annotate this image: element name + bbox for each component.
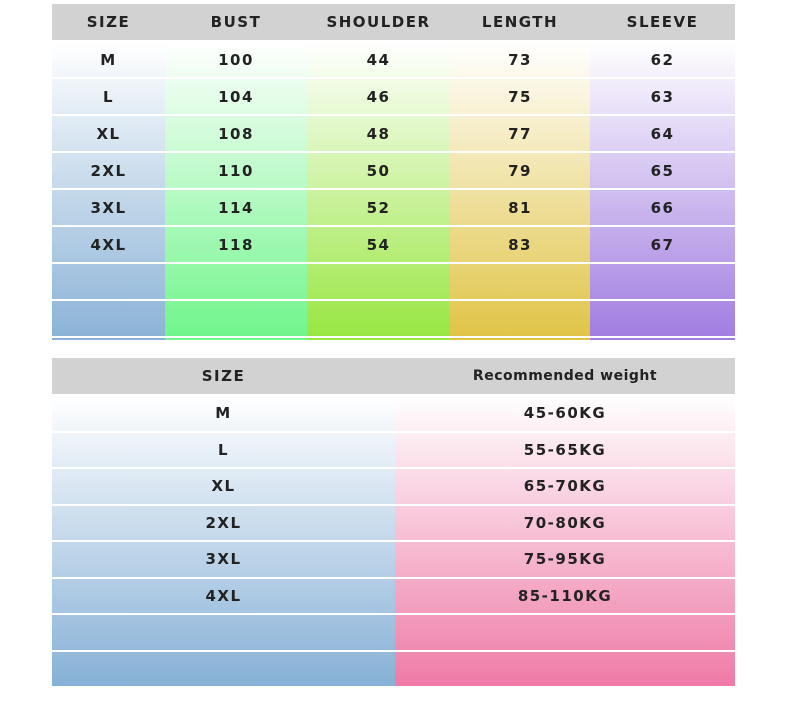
header-cell: Recommended weight	[472, 368, 658, 384]
table-cell: 66	[650, 198, 675, 217]
table-cell: 45-60KG	[523, 404, 607, 423]
table-cell: 104	[218, 87, 254, 106]
table-cell: 110	[218, 161, 254, 180]
weight-table: SIZE Recommended weight M 45-60KG L 55-65KG XL…	[52, 358, 735, 688]
table-cell: L	[217, 440, 230, 459]
table-cell: 75-95KG	[523, 550, 607, 569]
table-cell: 4XL	[205, 586, 242, 605]
header-cell: SHOULDER	[326, 13, 431, 31]
table-cell: 54	[366, 235, 391, 254]
column-background	[395, 396, 735, 688]
table-cell: 81	[508, 198, 532, 217]
table-cell: 2XL	[205, 513, 242, 532]
column-background	[52, 42, 165, 340]
table-cell: 50	[366, 161, 391, 180]
table-cell: 83	[508, 235, 532, 254]
column-background	[165, 42, 307, 340]
table-row: 2XL 110 50 79 65	[52, 153, 735, 190]
header-cell: BUST	[210, 13, 262, 31]
table-cell: 2XL	[90, 161, 127, 180]
table-cell: M	[100, 50, 117, 69]
table-row	[52, 264, 735, 301]
table-cell: 118	[218, 235, 254, 254]
table-cell: M	[215, 404, 232, 423]
table-cell: 79	[508, 161, 532, 180]
table-cell: XL	[211, 477, 236, 496]
table-cell: 70-80KG	[523, 513, 607, 532]
table-row: L 104 46 75 63	[52, 79, 735, 116]
column-background	[307, 42, 450, 340]
table-cell: 55-65KG	[523, 440, 607, 459]
table-cell: 85-110KG	[517, 586, 613, 605]
table-cell: 64	[650, 124, 675, 143]
table-row: 4XL 85-110KG	[52, 579, 735, 615]
table-cell: 52	[366, 198, 391, 217]
table-cell: 62	[650, 50, 675, 69]
table-cell: 73	[508, 50, 532, 69]
table-cell: 3XL	[90, 198, 127, 217]
table-cell: 75	[508, 87, 532, 106]
header-cell: SIZE	[86, 13, 131, 31]
header-row: SIZE BUST SHOULDER LENGTH SLEEVE	[52, 4, 735, 42]
table-row	[52, 652, 735, 688]
table-cell: 3XL	[205, 550, 242, 569]
table-row: L 55-65KG	[52, 433, 735, 469]
header-row: SIZE Recommended weight	[52, 358, 735, 396]
table-cell: 67	[650, 235, 675, 254]
table-row: XL 65-70KG	[52, 469, 735, 506]
table-row: 2XL 70-80KG	[52, 506, 735, 542]
table-row: XL 108 48 77 64	[52, 116, 735, 153]
header-cell: SIZE	[201, 367, 246, 385]
table-cell: 114	[218, 198, 254, 217]
column-background	[450, 42, 590, 340]
table-row: 4XL 118 54 83 67	[52, 227, 735, 264]
table-cell: 48	[366, 124, 391, 143]
table-cell: 46	[366, 87, 391, 106]
table-cell: 4XL	[90, 235, 127, 254]
table-cell: L	[102, 87, 115, 106]
header-cell: SLEEVE	[626, 13, 699, 31]
table-cell: 108	[218, 124, 254, 143]
table-row	[52, 301, 735, 338]
column-background	[52, 396, 395, 688]
table-cell: 100	[218, 50, 254, 69]
table-row: M 100 44 73 62	[52, 42, 735, 79]
table-cell: 44	[366, 50, 391, 69]
table-row: 3XL 75-95KG	[52, 542, 735, 579]
table-cell: 65	[650, 161, 675, 180]
table-row	[52, 615, 735, 652]
table-cell: 65-70KG	[523, 477, 607, 496]
table-row: M 45-60KG	[52, 396, 735, 433]
table-cell: 63	[650, 87, 675, 106]
size-table: SIZE BUST SHOULDER LENGTH SLEEVE M 100 44 73 62 L 1…	[52, 4, 735, 340]
table-cell: 77	[508, 124, 532, 143]
table-row: 3XL 114 52 81 66	[52, 190, 735, 227]
table-cell: XL	[96, 124, 121, 143]
column-background	[590, 42, 735, 340]
header-cell: LENGTH	[481, 13, 559, 31]
